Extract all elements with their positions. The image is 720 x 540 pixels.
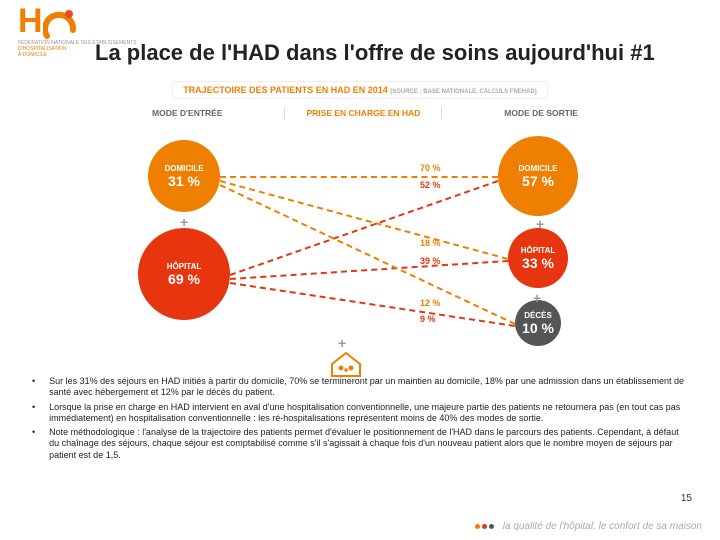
logo-letter: H (18, 4, 43, 38)
bullet-item: Sur les 31% des séjours en HAD initiés à… (30, 376, 690, 399)
footer-tagline: la qualité de l'hôpital, le confort de s… (475, 521, 702, 532)
house-icon (328, 350, 364, 378)
flow-label-5: 9 % (420, 314, 436, 324)
bullet-list: Sur les 31% des séjours en HAD initiés à… (30, 376, 690, 464)
flow-label-3: 39 % (420, 256, 441, 266)
node-entry-1: HÔPITAL69 % (138, 228, 230, 320)
flow-label-1: 52 % (420, 180, 441, 190)
flow-label-0: 70 % (420, 163, 441, 173)
plus-icon-0: + (180, 214, 188, 230)
diagram-stage: DOMICILE31 %HÔPITAL69 %DOMICILE57 %HÔPIT… (120, 140, 600, 360)
trajectory-diagram: TRAJECTOIRE DES PATIENTS EN HAD EN 2014 … (120, 80, 600, 370)
footer-dots-icon (475, 524, 494, 529)
flow-line-0 (220, 176, 498, 178)
plus-icon-1: + (536, 216, 544, 232)
flow-label-4: 12 % (420, 298, 441, 308)
col-header-left: MODE D'ENTRÉE (152, 109, 223, 118)
logo-swoosh-icon (43, 6, 77, 40)
plus-icon-2: + (533, 290, 541, 306)
node-exit-2: DÉCÈS10 % (515, 300, 561, 346)
col-header-right: MODE DE SORTIE (504, 109, 578, 118)
plus-icon-3: + (338, 335, 346, 351)
page-title: La place de l'HAD dans l'offre de soins … (95, 40, 655, 66)
node-exit-0: DOMICILE57 % (498, 136, 578, 216)
flow-line-3 (230, 260, 508, 280)
col-header-mid: PRISE EN CHARGE EN HAD (306, 109, 420, 118)
node-entry-0: DOMICILE31 % (148, 140, 220, 212)
diagram-title: TRAJECTOIRE DES PATIENTS EN HAD EN 2014 … (172, 81, 548, 99)
bullet-item: Note méthodologique : l'analyse de la tr… (30, 427, 690, 461)
page-number: 15 (681, 493, 692, 504)
node-exit-1: HÔPITAL33 % (508, 228, 568, 288)
flow-label-2: 18 % (420, 238, 441, 248)
bullet-item: Lorsque la prise en charge en HAD interv… (30, 402, 690, 425)
diagram-column-headers: MODE D'ENTRÉE PRISE EN CHARGE EN HAD MOD… (120, 109, 600, 118)
